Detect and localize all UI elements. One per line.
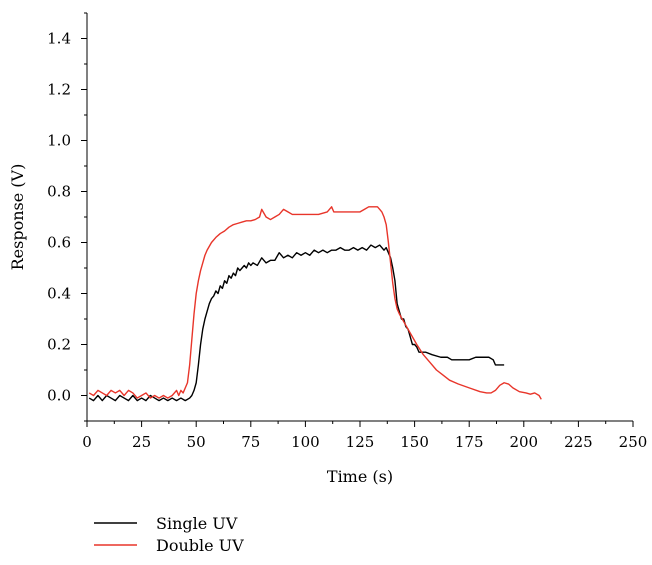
y-tick-label: 0.2 xyxy=(47,336,71,354)
y-axis-title: Response (V) xyxy=(8,164,27,271)
x-tick-label: 175 xyxy=(455,433,484,451)
series-line-double-uv xyxy=(88,206,542,400)
x-tick-label: 150 xyxy=(400,433,429,451)
y-tick-label: 1.0 xyxy=(47,132,71,150)
plot-area xyxy=(88,206,542,402)
y-tick-label: 1.2 xyxy=(47,81,71,99)
x-tick-label: 25 xyxy=(132,433,151,451)
x-tick-label: 250 xyxy=(619,433,648,451)
y-tick-label: 0.8 xyxy=(47,183,71,201)
x-tick-label: 0 xyxy=(82,433,92,451)
x-tick-label: 225 xyxy=(564,433,593,451)
axes: 0 25 50 75 100 125 150 175 200 225 250 0.0 0.2 0.4 0.6… xyxy=(8,12,648,486)
x-tick-label: 200 xyxy=(509,433,538,451)
x-tick-label: 125 xyxy=(346,433,375,451)
y-tick-label: 0.6 xyxy=(47,234,71,252)
x-tick-label: 50 xyxy=(187,433,206,451)
x-tick-label: 75 xyxy=(241,433,260,451)
series-line-single-uv xyxy=(88,244,505,402)
x-axis-title: Time (s) xyxy=(327,467,393,486)
legend-label: Single UV xyxy=(156,514,238,533)
y-tick-label: 0.0 xyxy=(47,387,71,405)
legend-label: Double UV xyxy=(156,536,244,555)
y-tick-label: 0.4 xyxy=(47,285,71,303)
legend: Single UV Double UV xyxy=(94,514,244,555)
x-tick-label: 100 xyxy=(291,433,320,451)
y-tick-label: 1.4 xyxy=(47,30,71,48)
